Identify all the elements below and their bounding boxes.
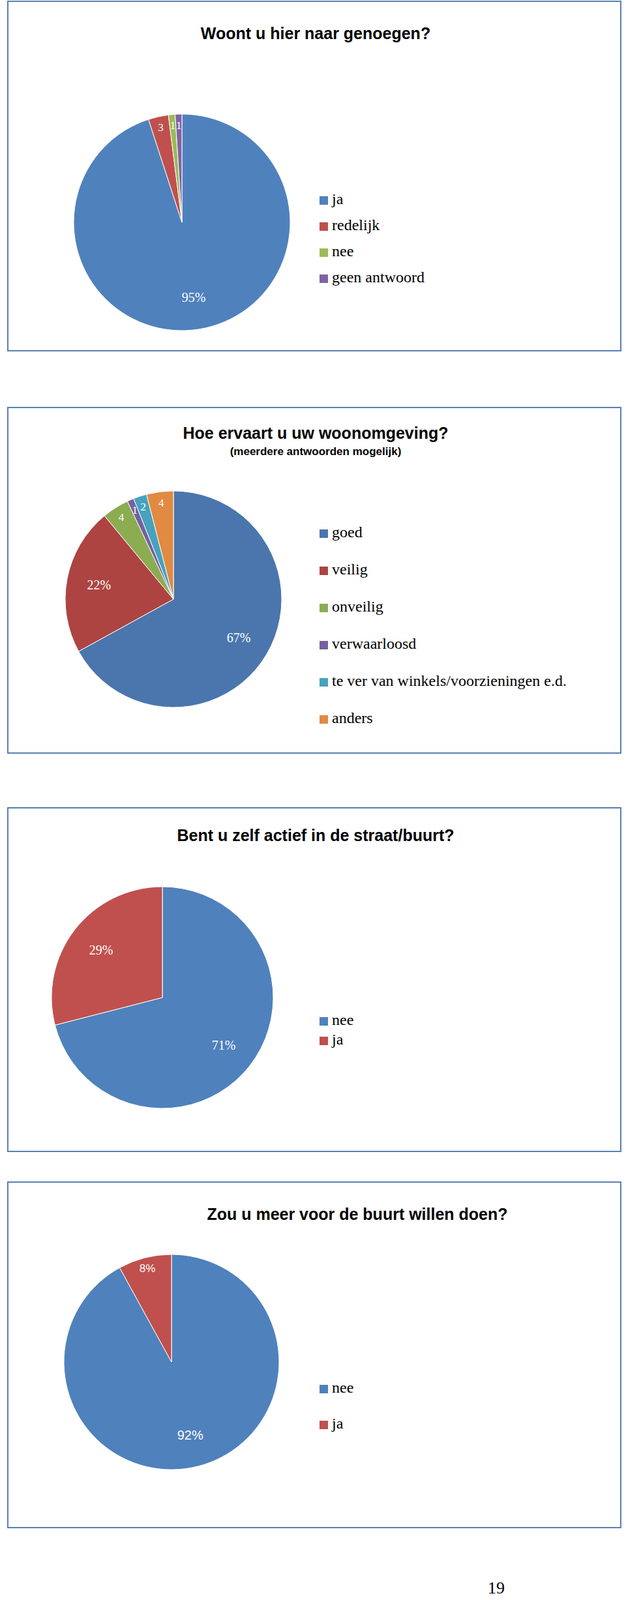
legend: ja redelijk nee geen antwoord (319, 190, 425, 286)
data-label: 67% (226, 630, 252, 645)
pie-slice (51, 886, 163, 1026)
pie-slice (175, 114, 182, 223)
page: Woont u hier naar genoegen?95%311jaredel… (0, 0, 626, 1600)
chart-title: Zou u meer voor de buurt willen doen? (206, 1205, 508, 1224)
legend-label: geen antwoord (331, 268, 425, 286)
data-label: 1 (131, 504, 138, 517)
pie: 92% 8% (63, 1254, 280, 1470)
legend-swatch (319, 1017, 328, 1026)
pie: 95% 311 (73, 114, 291, 331)
data-label: 2 (140, 500, 147, 514)
legend-swatch (319, 603, 328, 613)
pie-slice (168, 114, 182, 223)
legend-swatch (319, 529, 328, 538)
legend-swatch (319, 678, 328, 687)
data-label: 1 (176, 119, 182, 132)
panel-frame (7, 407, 621, 754)
legend-swatch (319, 715, 328, 724)
legend-label: veilig (331, 560, 368, 578)
data-label: 22% (87, 577, 112, 593)
legend-label: ja (331, 1030, 344, 1048)
legend: nee ja (319, 1379, 354, 1432)
pie-slice (73, 114, 291, 331)
chart-panel: Hoe ervaart u uw woonomgeving? (meerdere … (7, 407, 621, 754)
pie-slice (148, 114, 182, 223)
legend-label: goed (331, 523, 363, 541)
data-label: 29% (89, 942, 114, 958)
chart-panel: Woont u hier naar genoegen? 95% 311 ja redel… (7, 1, 621, 351)
legend-label: ja (331, 190, 344, 208)
panel-frame (7, 1182, 621, 1528)
panel-frame (7, 807, 621, 1152)
legend-swatch (319, 1385, 328, 1394)
chart-title: Hoe ervaart u uw woonomgeving? (183, 423, 449, 443)
chart-subtitle: (meerdere antwoorden mogelijk) (230, 445, 402, 458)
legend-swatch (319, 1036, 328, 1046)
legend-swatch (319, 1420, 328, 1430)
pie-slice (63, 1254, 280, 1470)
legend-label: anders (331, 709, 373, 727)
data-label: 92% (177, 1428, 204, 1443)
legend-label: nee (331, 1011, 354, 1029)
legend-label: onveilig (331, 597, 384, 615)
legend-label: nee (331, 242, 354, 260)
data-label: 1 (170, 119, 177, 132)
page-number: 19 (487, 1578, 505, 1598)
legend: neeja (319, 1011, 354, 1048)
legend-label: verwaarloosd (331, 635, 417, 653)
legend: goed veilig onveilig verwaarloosd te ver van… (319, 523, 567, 727)
pie: 71% 29% (51, 886, 274, 1109)
pie-slice (119, 1254, 172, 1363)
pie: 67%22%4124 (65, 491, 282, 708)
data-label: 4 (158, 496, 165, 510)
legend-swatch (319, 640, 328, 650)
legend-swatch (319, 274, 328, 284)
chart-panel: Zou u meer voor de buurt willen doen? 92%… (7, 1182, 621, 1528)
data-label: 4 (118, 511, 125, 524)
legend-label: redelijk (331, 216, 380, 234)
data-label: 3 (157, 121, 164, 134)
chart-title: Bent u zelf actief in de straat/buurt? (176, 826, 454, 845)
legend-label: ja (331, 1415, 344, 1432)
legend-swatch (319, 566, 328, 576)
legend-swatch (319, 248, 328, 257)
data-label: 95% (181, 290, 207, 305)
legend-label: nee (331, 1379, 354, 1397)
pie-slice (146, 491, 174, 600)
legend-swatch (319, 222, 328, 231)
panel-frame (7, 1, 621, 351)
legend-label: te ver van winkels/voorzieningen e.d. (331, 672, 567, 690)
chart-title: Woont u hier naar genoegen? (200, 24, 431, 43)
data-label: 71% (211, 1038, 237, 1053)
chart-panel: Bent u zelf actief in de straat/buurt? 71… (7, 807, 621, 1152)
legend-swatch (319, 196, 328, 205)
data-label: 8% (139, 1262, 156, 1275)
